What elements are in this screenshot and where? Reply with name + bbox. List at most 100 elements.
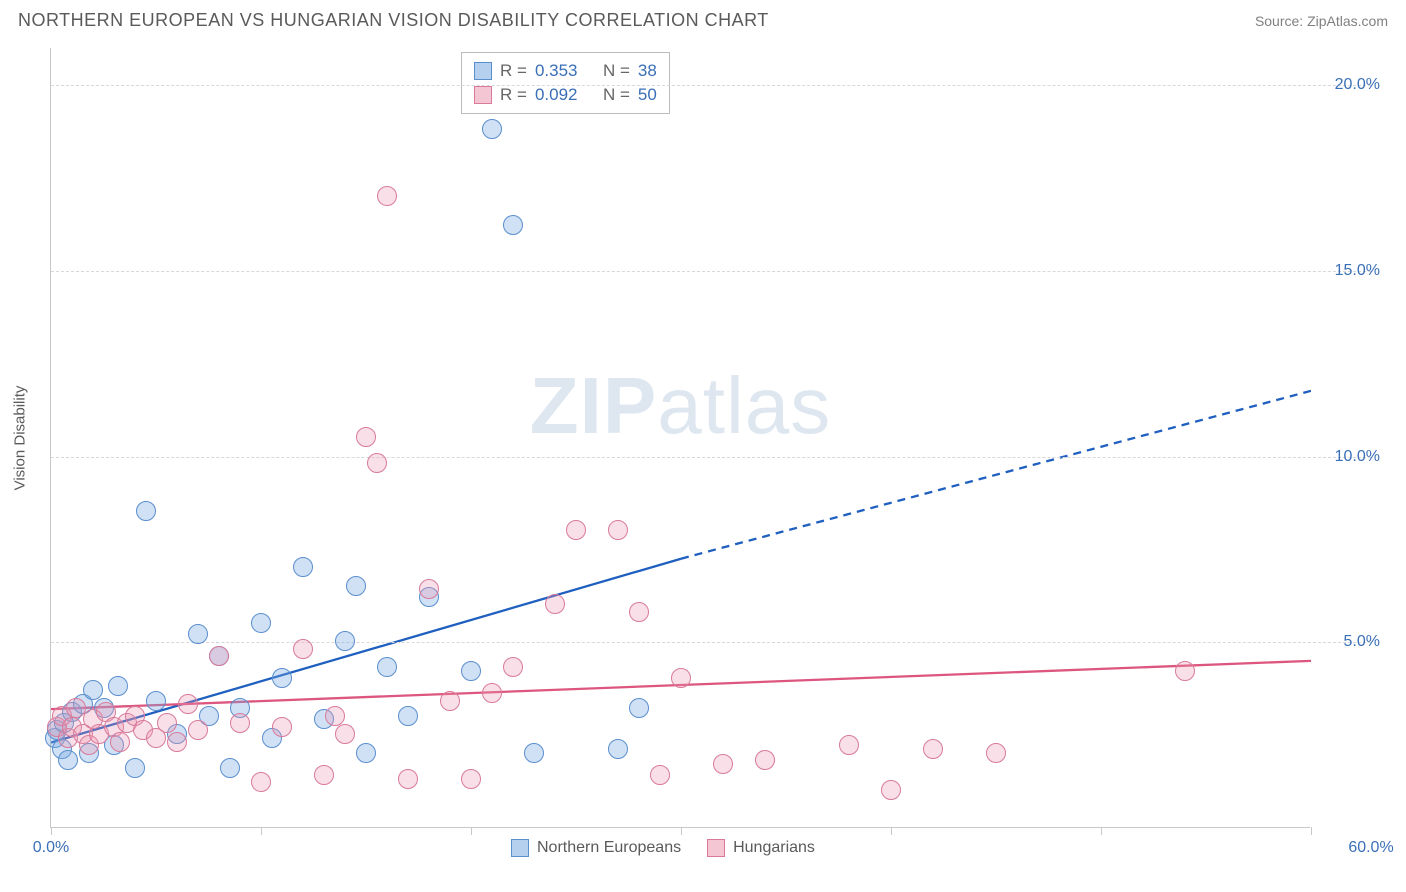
x-tick	[1311, 827, 1312, 835]
data-point	[251, 772, 271, 792]
x-tick	[471, 827, 472, 835]
y-tick-label: 5.0%	[1344, 633, 1380, 651]
data-point	[83, 680, 103, 700]
data-point	[503, 657, 523, 677]
data-point	[314, 765, 334, 785]
data-point	[440, 691, 460, 711]
data-point	[251, 613, 271, 633]
data-point	[881, 780, 901, 800]
data-point	[188, 720, 208, 740]
swatch-icon	[474, 86, 492, 104]
data-point	[325, 706, 345, 726]
data-point	[293, 639, 313, 659]
y-tick-label: 20.0%	[1335, 76, 1380, 94]
data-point	[545, 594, 565, 614]
series-legend: Northern Europeans Hungarians	[511, 839, 815, 857]
data-point	[629, 602, 649, 622]
x-tick	[261, 827, 262, 835]
data-point	[419, 579, 439, 599]
data-point	[713, 754, 733, 774]
data-point	[293, 557, 313, 577]
x-tick-label: 60.0%	[1348, 839, 1393, 857]
swatch-icon	[474, 62, 492, 80]
data-point	[461, 769, 481, 789]
gridline	[51, 457, 1371, 458]
legend-label: Hungarians	[733, 839, 815, 857]
correlation-legend: R = 0.353 N = 38 R = 0.092 N = 50	[461, 52, 670, 114]
data-point	[188, 624, 208, 644]
x-tick	[681, 827, 682, 835]
n-label: N =	[603, 61, 630, 81]
data-point	[755, 750, 775, 770]
chart-title: NORTHERN EUROPEAN VS HUNGARIAN VISION DI…	[18, 10, 769, 31]
data-point	[986, 743, 1006, 763]
data-point	[272, 717, 292, 737]
swatch-icon	[707, 839, 725, 857]
data-point	[524, 743, 544, 763]
r-label: R =	[500, 85, 527, 105]
trend-line-dash	[681, 375, 1311, 559]
n-value: 50	[638, 85, 657, 105]
x-tick-label: 0.0%	[33, 839, 69, 857]
watermark-suffix: atlas	[657, 361, 831, 450]
legend-item: Hungarians	[707, 839, 815, 857]
legend-item: Northern Europeans	[511, 839, 681, 857]
data-point	[398, 706, 418, 726]
data-point	[335, 724, 355, 744]
data-point	[923, 739, 943, 759]
data-point	[839, 735, 859, 755]
legend-row: R = 0.092 N = 50	[474, 83, 657, 107]
data-point	[346, 576, 366, 596]
swatch-icon	[511, 839, 529, 857]
data-point	[110, 732, 130, 752]
data-point	[125, 758, 145, 778]
gridline	[51, 85, 1371, 86]
y-tick-label: 10.0%	[1335, 448, 1380, 466]
data-point	[650, 765, 670, 785]
data-point	[398, 769, 418, 789]
data-point	[608, 520, 628, 540]
data-point	[58, 750, 78, 770]
data-point	[146, 691, 166, 711]
r-label: R =	[500, 61, 527, 81]
source-attribution: Source: ZipAtlas.com	[1255, 13, 1388, 29]
n-value: 38	[638, 61, 657, 81]
r-value: 0.353	[535, 61, 578, 81]
data-point	[1175, 661, 1195, 681]
data-point	[167, 732, 187, 752]
data-point	[356, 427, 376, 447]
data-point	[671, 668, 691, 688]
y-axis-label: Vision Disability	[12, 386, 29, 491]
header-bar: NORTHERN EUROPEAN VS HUNGARIAN VISION DI…	[0, 0, 1406, 37]
data-point	[335, 631, 355, 651]
data-point	[209, 646, 229, 666]
data-point	[482, 683, 502, 703]
data-point	[629, 698, 649, 718]
x-tick	[1101, 827, 1102, 835]
y-tick-label: 15.0%	[1335, 262, 1380, 280]
gridline	[51, 642, 1371, 643]
legend-label: Northern Europeans	[537, 839, 681, 857]
watermark-prefix: ZIP	[530, 361, 657, 450]
data-point	[377, 186, 397, 206]
data-point	[108, 676, 128, 696]
data-point	[356, 743, 376, 763]
data-point	[377, 657, 397, 677]
watermark: ZIPatlas	[530, 360, 831, 452]
data-point	[220, 758, 240, 778]
data-point	[136, 501, 156, 521]
data-point	[608, 739, 628, 759]
chart-container: Vision Disability ZIPatlas R = 0.353 N =…	[50, 48, 1380, 828]
data-point	[178, 694, 198, 714]
plot-area: ZIPatlas R = 0.353 N = 38 R = 0.092 N = …	[50, 48, 1310, 828]
n-label: N =	[603, 85, 630, 105]
data-point	[367, 453, 387, 473]
trend-line	[51, 559, 681, 743]
data-point	[272, 668, 292, 688]
x-tick	[51, 827, 52, 835]
gridline	[51, 271, 1371, 272]
data-point	[503, 215, 523, 235]
legend-row: R = 0.353 N = 38	[474, 59, 657, 83]
data-point	[461, 661, 481, 681]
x-tick	[891, 827, 892, 835]
